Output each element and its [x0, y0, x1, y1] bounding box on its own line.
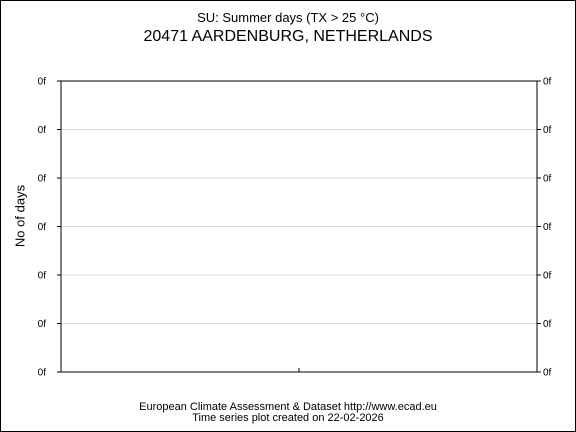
- footer-created: Time series plot created on 22-02-2026: [192, 412, 384, 424]
- y-tick-label-left: 0f: [38, 222, 47, 233]
- y-tick-label-right: 0f: [543, 125, 552, 136]
- y-tick-label-left: 0f: [38, 319, 47, 330]
- y-tick-label-left: 0f: [38, 271, 47, 282]
- y-tick-label-right: 0f: [543, 368, 552, 379]
- y-tick-label-left: 0f: [38, 125, 47, 136]
- chart-subtitle: 20471 AARDENBURG, NETHERLANDS: [143, 28, 433, 45]
- y-tick-label-right: 0f: [543, 174, 552, 185]
- y-tick-label-left: 0f: [38, 77, 47, 88]
- y-tick-label-left: 0f: [38, 368, 47, 379]
- y-tick-label-right: 0f: [543, 319, 552, 330]
- y-tick-label-right: 0f: [543, 77, 552, 88]
- chart-title: SU: Summer days (TX > 25 °C): [197, 10, 379, 25]
- y-tick-label-right: 0f: [543, 222, 552, 233]
- y-tick-label-left: 0f: [38, 174, 47, 185]
- y-tick-label-right: 0f: [543, 271, 552, 282]
- footer-source: European Climate Assessment & Dataset ht…: [139, 401, 437, 413]
